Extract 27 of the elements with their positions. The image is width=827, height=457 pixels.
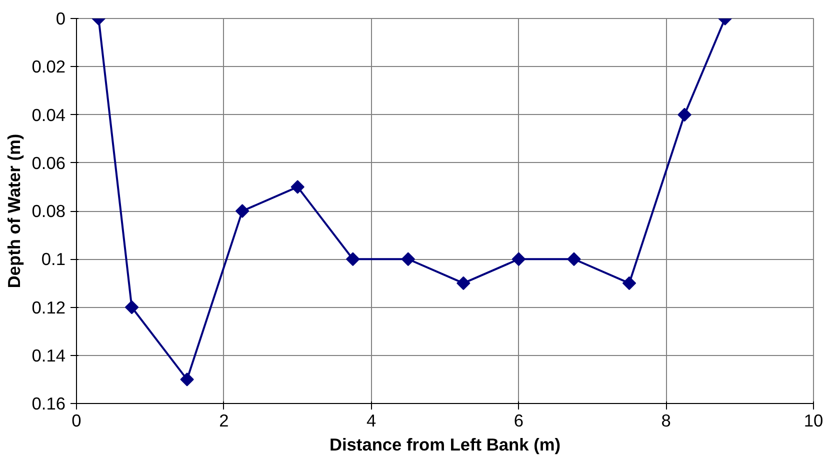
point — [235, 204, 250, 218]
point — [124, 300, 139, 314]
x-tick-label: 4 — [366, 410, 376, 430]
x-tick-label: 2 — [219, 410, 229, 430]
y-tick-label: 0.02 — [32, 56, 66, 77]
x-tick-label: 8 — [661, 410, 671, 430]
y-tick-label: 0.06 — [32, 152, 66, 173]
x-tick-label: 6 — [514, 410, 524, 430]
x-axis-title: Distance from Left Bank (m) — [329, 434, 561, 454]
y-tick-label: 0.16 — [32, 394, 66, 414]
y-axis-title: Depth of Water (m) — [4, 134, 24, 288]
y-tick-label: 0.04 — [32, 104, 66, 125]
y-tick-label: 0.12 — [32, 297, 66, 318]
point — [401, 252, 416, 266]
point — [346, 252, 360, 266]
x-tick-label: 0 — [72, 410, 82, 430]
point — [290, 180, 304, 194]
point — [512, 252, 526, 266]
point — [622, 276, 636, 290]
point — [180, 372, 194, 386]
y-tick-label: 0.14 — [32, 345, 66, 366]
y-tick-label: 0.08 — [32, 201, 66, 221]
y-tick-label: 0 — [56, 8, 66, 28]
x-tick-label: 10 — [804, 410, 824, 430]
point — [456, 276, 470, 290]
y-tick-label: 0.1 — [41, 249, 66, 270]
point — [567, 252, 581, 266]
